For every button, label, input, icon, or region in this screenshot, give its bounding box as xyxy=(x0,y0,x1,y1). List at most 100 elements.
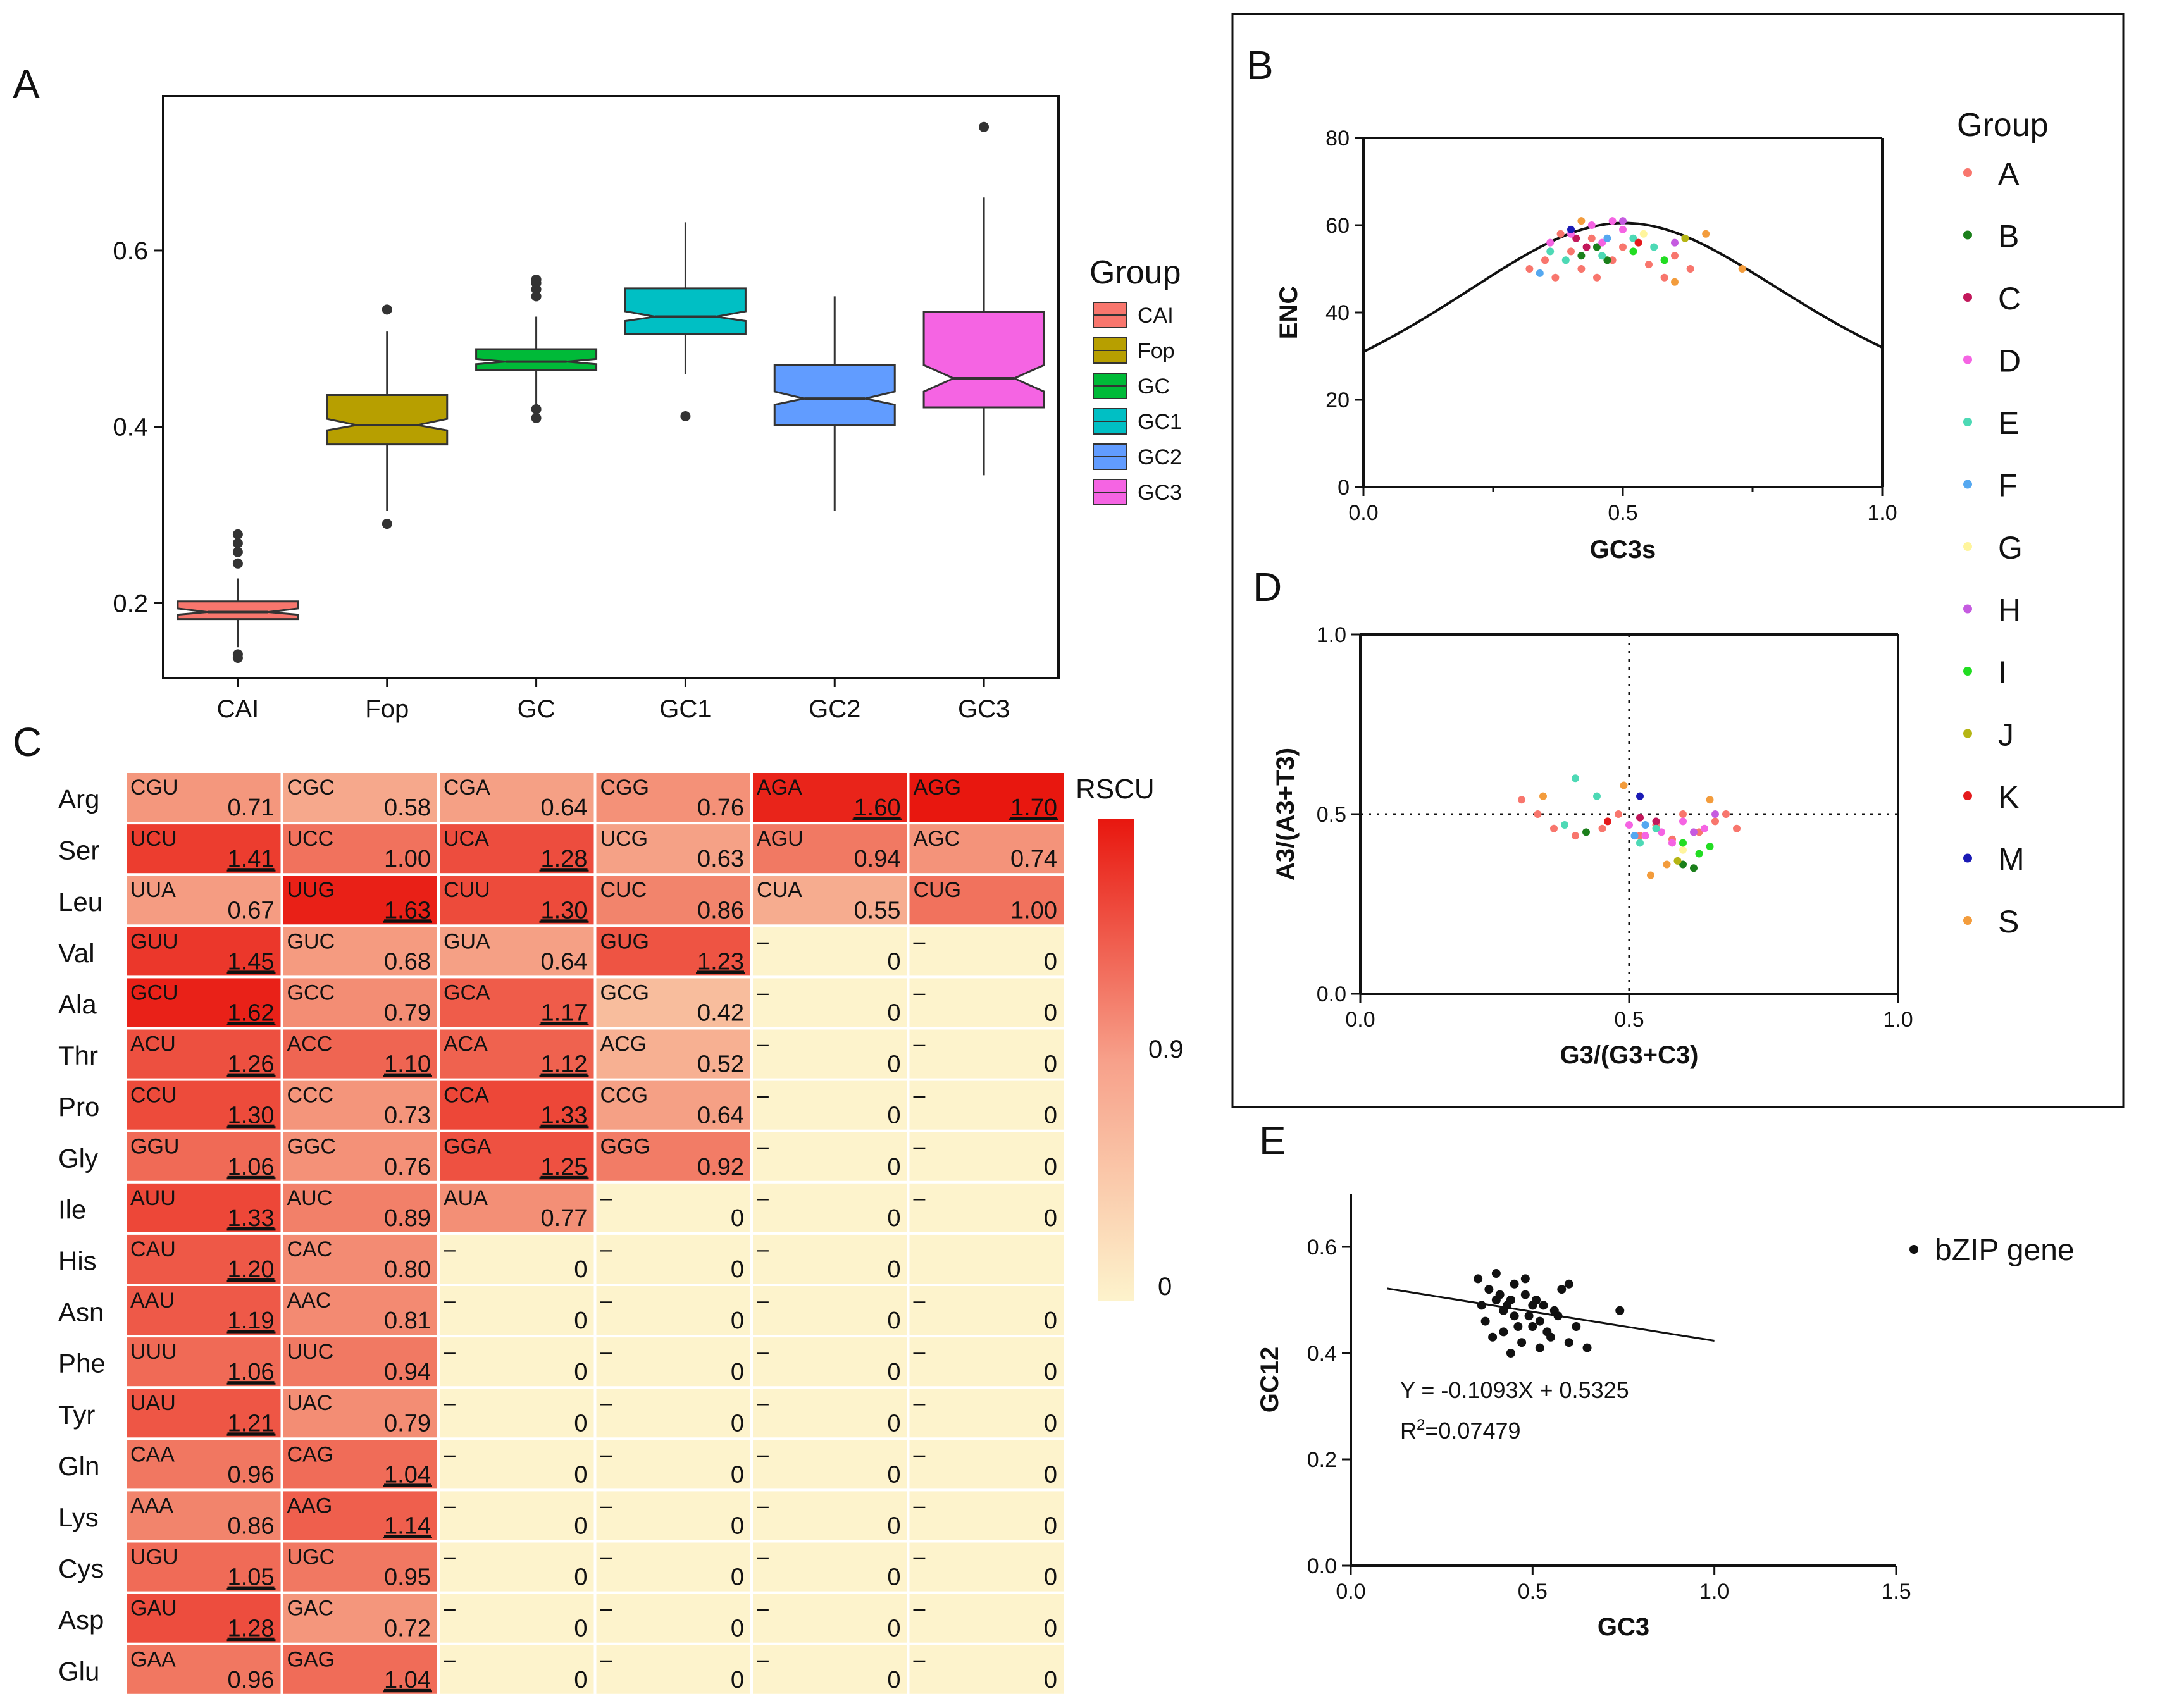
cell-codon: CCC xyxy=(287,1084,334,1108)
cell-codon: GCA xyxy=(444,981,490,1005)
amino-acid-label: Glu xyxy=(58,1656,99,1686)
cell-codon: AGC xyxy=(914,827,960,851)
legend-label: Fop xyxy=(1138,339,1175,363)
x-axis-title: GC3s xyxy=(1590,536,1656,564)
scatter-point xyxy=(1572,774,1579,783)
scatter-point xyxy=(1536,269,1544,277)
scatter-point xyxy=(1603,256,1611,264)
cell-codon: CGU xyxy=(130,776,178,800)
heatmap-cell xyxy=(440,1645,594,1694)
cell-codon: CUC xyxy=(600,878,647,902)
group-legend-label: F xyxy=(1998,468,2018,504)
scatter-point xyxy=(1608,256,1617,264)
box-outlier xyxy=(531,412,542,423)
scatter-point xyxy=(1520,1290,1530,1299)
group-legend-label: C xyxy=(1998,281,2021,316)
cell-codon: – xyxy=(757,929,769,953)
heatmap-cell xyxy=(909,876,1064,925)
cell-value: 0 xyxy=(731,1667,744,1693)
heatmap-cell xyxy=(753,927,907,976)
cell-codon: UCA xyxy=(444,827,489,851)
y-tick-label: 60 xyxy=(1325,214,1350,238)
group-legend-label: I xyxy=(1998,655,2007,690)
heatmap-cell xyxy=(753,1389,907,1438)
x-axis-title: GC3 xyxy=(1598,1613,1649,1641)
panel-bd-frame xyxy=(1231,13,2125,1108)
x-tick-label: 0.5 xyxy=(1614,1008,1644,1032)
cell-value: 0.71 xyxy=(228,795,275,821)
heatmap-cell xyxy=(753,824,907,874)
scatter-point xyxy=(1679,839,1687,847)
scatter-point xyxy=(1673,857,1682,865)
cell-value: 1.21 xyxy=(228,1410,275,1437)
box-outlier xyxy=(232,529,243,540)
cell-value: 0 xyxy=(731,1256,744,1283)
panel-a-frame xyxy=(162,95,1060,679)
cell-codon: GCG xyxy=(600,981,649,1005)
heatmap-cell xyxy=(753,1645,907,1694)
amino-acid-label: Lys xyxy=(58,1502,99,1532)
cell-value: 0 xyxy=(887,1616,900,1642)
scatter-point xyxy=(1495,1290,1505,1299)
scatter-point xyxy=(1480,1316,1490,1326)
heatmap-cell xyxy=(283,1440,437,1489)
scatter-point xyxy=(1652,824,1660,832)
heatmap-cell xyxy=(596,773,750,822)
heatmap-cell xyxy=(909,927,1064,976)
group-legend-dot xyxy=(1963,355,1972,364)
amino-acid-label: Ser xyxy=(58,836,99,865)
x-tick-label: 1.5 xyxy=(1881,1580,1911,1604)
cell-value: 1.45 xyxy=(228,948,275,975)
amino-acid-label: Thr xyxy=(58,1041,98,1070)
cell-value: 1.28 xyxy=(228,1616,275,1642)
y-tick-label: 1.0 xyxy=(1317,623,1346,647)
cell-value: 0.89 xyxy=(384,1205,431,1232)
scatter-point xyxy=(1550,824,1558,832)
scatter-point xyxy=(1639,230,1648,238)
box-outlier xyxy=(232,538,243,548)
box-cai xyxy=(177,600,299,621)
group-legend-dot xyxy=(1963,418,1972,426)
cell-codon: – xyxy=(914,929,926,953)
cell-codon: – xyxy=(757,1545,769,1569)
x-axis-title: G3/(G3+C3) xyxy=(1560,1041,1699,1069)
heatmap-cell xyxy=(909,1132,1064,1181)
cell-codon: – xyxy=(600,1545,612,1569)
amino-acid-label: Ile xyxy=(58,1194,86,1224)
box-gc3 xyxy=(922,311,1045,409)
scatter-point xyxy=(1636,832,1644,840)
heatmap-cell xyxy=(127,1029,281,1079)
x-tick-label: 0.5 xyxy=(1518,1580,1548,1604)
cell-value: 1.25 xyxy=(541,1154,588,1180)
cell-value: 0 xyxy=(1044,1564,1057,1591)
colorbar-ramp xyxy=(1098,819,1134,1301)
scatter-point xyxy=(1572,234,1580,242)
cell-codon: CCU xyxy=(130,1084,177,1108)
heatmap-cell xyxy=(909,978,1064,1027)
cell-value: 0 xyxy=(574,1461,587,1488)
cell-codon: CGA xyxy=(444,776,490,800)
cell-codon: – xyxy=(914,1442,926,1466)
scatter-point xyxy=(1587,234,1596,242)
scatter-point xyxy=(1652,817,1660,826)
scatter-point xyxy=(1506,1349,1515,1358)
heatmap-cell xyxy=(596,978,750,1027)
cell-value: 0.76 xyxy=(384,1154,431,1180)
scatter-point xyxy=(1561,256,1570,264)
legend-title: Group xyxy=(1089,254,1181,291)
heatmap-cell xyxy=(753,876,907,925)
cell-value: 1.17 xyxy=(541,1000,588,1027)
cell-value: 0.80 xyxy=(384,1256,431,1283)
heatmap-cell xyxy=(596,1645,750,1694)
cell-value: 0 xyxy=(731,1513,744,1540)
cell-value: 1.33 xyxy=(228,1205,275,1232)
heatmap-cell xyxy=(283,1029,437,1079)
cell-codon: – xyxy=(444,1340,456,1364)
amino-acid-label: Cys xyxy=(58,1554,104,1583)
amino-acid-label: Leu xyxy=(58,887,102,917)
cell-value: 1.06 xyxy=(228,1359,275,1385)
scatter-point xyxy=(1619,243,1627,251)
box-outlier xyxy=(232,558,243,569)
cell-value: 1.04 xyxy=(384,1667,431,1693)
scatter-point xyxy=(1535,1343,1544,1352)
